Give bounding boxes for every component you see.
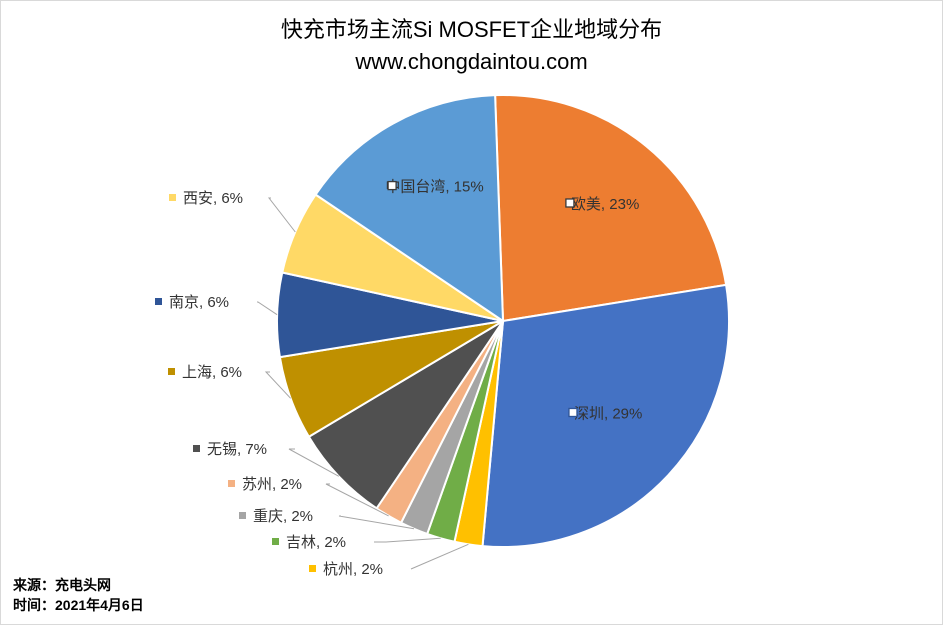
- data-label-8: 南京, 6%: [155, 294, 229, 311]
- legend-key-1: [568, 407, 578, 418]
- data-label-6: 无锡, 7%: [193, 441, 267, 458]
- legend-key-2: [309, 565, 316, 572]
- leader-line-6: [288, 448, 340, 477]
- leader-line-8: [257, 301, 278, 316]
- chart-title: 快充市场主流Si MOSFET企业地域分布: [280, 17, 663, 42]
- pie-slice-10: [314, 94, 505, 323]
- pie-slice-1: [481, 283, 730, 548]
- data-label-text-7: 上海, 6%: [182, 364, 242, 381]
- legend-key-4: [239, 512, 246, 519]
- data-label-text-4: 重庆, 2%: [253, 508, 313, 525]
- leader-line-5: [325, 483, 389, 517]
- data-label-2: 杭州, 2%: [309, 561, 383, 578]
- data-label-4: 重庆, 2%: [239, 508, 313, 525]
- data-label-9: 西安, 6%: [169, 190, 243, 207]
- data-label-text-3: 吉林, 2%: [286, 534, 346, 551]
- data-label-text-10: 中国台湾, 15%: [385, 179, 483, 196]
- leader-line-2: [410, 543, 469, 570]
- leader-line-3: [374, 537, 441, 543]
- data-label-text-9: 西安, 6%: [183, 190, 243, 207]
- data-label-1: 深圳, 29%: [568, 405, 642, 422]
- leader-line-4: [338, 515, 415, 530]
- data-label-text-8: 南京, 6%: [169, 294, 229, 311]
- chart-subtitle: www.chongdaintou.com: [355, 49, 588, 74]
- data-label-3: 吉林, 2%: [272, 534, 346, 551]
- date-note: 时间：2021年4月6日: [13, 597, 144, 613]
- pie-slice-0: [494, 94, 728, 323]
- leader-line-7: [264, 371, 291, 399]
- leader-line-9: [267, 197, 296, 233]
- data-label-text-0: 欧美, 23%: [571, 196, 639, 213]
- data-label-text-6: 无锡, 7%: [207, 441, 267, 458]
- legend-key-3: [272, 538, 279, 545]
- data-label-text-1: 深圳, 29%: [574, 405, 642, 422]
- data-label-10: 中国台湾, 15%: [385, 179, 483, 196]
- data-label-text-5: 苏州, 2%: [242, 476, 302, 493]
- data-label-text-2: 杭州, 2%: [323, 561, 383, 578]
- data-label-7: 上海, 6%: [168, 364, 242, 381]
- legend-key-8: [155, 298, 162, 305]
- data-label-5: 苏州, 2%: [228, 476, 302, 493]
- legend-key-5: [228, 480, 235, 487]
- source-note: 来源：充电头网: [13, 577, 111, 593]
- legend-key-9: [169, 194, 176, 201]
- data-label-0: 欧美, 23%: [565, 196, 639, 213]
- legend-key-0: [565, 198, 575, 208]
- legend-key-6: [193, 445, 200, 452]
- legend-key-7: [168, 368, 175, 375]
- legend-key-10: [387, 180, 397, 191]
